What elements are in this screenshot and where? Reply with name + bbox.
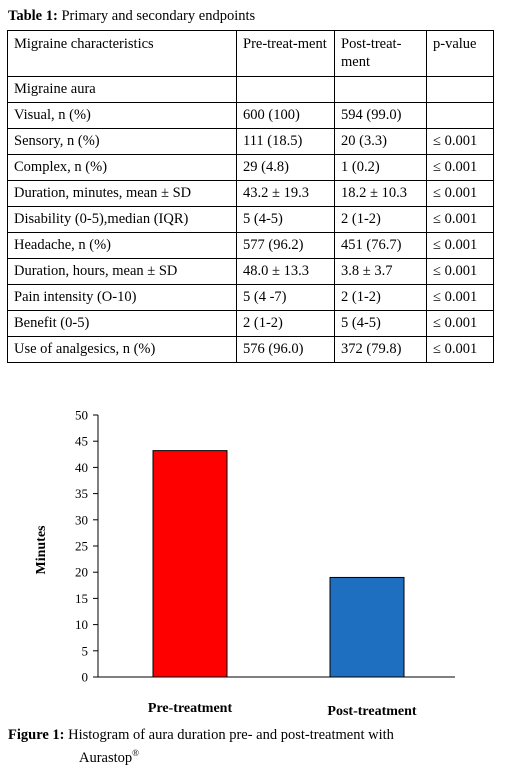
cell-p-value bbox=[426, 102, 494, 129]
bar-pre-treatment bbox=[152, 450, 228, 678]
cell-pre-treatment: 5 (4-5) bbox=[236, 206, 335, 233]
table-label: Table 1: bbox=[8, 8, 58, 24]
cell-pre-treatment: 48.0 ± 13.3 bbox=[236, 258, 335, 285]
aura-duration-chart: 0 5 10 15 20 25 30 35 40 45 50 Pre-treatment Post-t… bbox=[34, 408, 455, 719]
x-tick-label: Pre-treatment bbox=[148, 701, 233, 716]
table-row: Complex, n (%) 29 (4.8) 1 (0.2) ≤ 0.001 bbox=[7, 154, 494, 181]
cell-pre-treatment: 111 (18.5) bbox=[236, 128, 335, 155]
bars bbox=[152, 450, 405, 678]
table-caption: Table 1: Primary and secondary endpoints bbox=[8, 7, 255, 25]
table-row: Duration, hours, mean ± SD 48.0 ± 13.3 3.8… bbox=[7, 258, 494, 285]
table-title: Primary and secondary endpoints bbox=[61, 8, 256, 24]
cell-characteristic: Use of analgesics, n (%) bbox=[7, 336, 237, 363]
cell-pre-treatment: 2 (1-2) bbox=[236, 310, 335, 337]
cell-characteristic: Headache, n (%) bbox=[7, 232, 237, 259]
cell-characteristic: Visual, n (%) bbox=[7, 102, 237, 129]
x-axis-labels: Pre-treatment Post-treatment bbox=[148, 701, 417, 719]
cell-pre-treatment bbox=[236, 76, 335, 103]
header-pre-treatment: Pre-treat-ment bbox=[236, 30, 335, 77]
bar-post-treatment bbox=[329, 576, 405, 678]
cell-p-value: ≤ 0.001 bbox=[426, 180, 494, 207]
cell-characteristic: Disability (0-5),median (IQR) bbox=[7, 206, 237, 233]
cell-post-treatment: 18.2 ± 10.3 bbox=[334, 180, 427, 207]
y-tick-label: 0 bbox=[82, 670, 89, 685]
header-characteristics: Migraine characteristics bbox=[7, 30, 237, 77]
cell-characteristic: Pain intensity (O-10) bbox=[7, 284, 237, 311]
figure-caption-line1: Histogram of aura duration pre- and post… bbox=[68, 727, 394, 743]
y-tick-label: 50 bbox=[75, 408, 88, 423]
y-tick-label: 45 bbox=[75, 434, 88, 449]
figure-caption-line2: Aurastop bbox=[79, 749, 133, 766]
cell-characteristic: Duration, minutes, mean ± SD bbox=[7, 180, 237, 207]
y-axis-label: Minutes bbox=[34, 525, 49, 575]
cell-p-value: ≤ 0.001 bbox=[426, 284, 494, 311]
cell-pre-treatment: 577 (96.2) bbox=[236, 232, 335, 259]
table-row: Headache, n (%) 577 (96.2) 451 (76.7) ≤ 0.0… bbox=[7, 232, 494, 259]
cell-p-value: ≤ 0.001 bbox=[426, 154, 494, 181]
cell-post-treatment: 594 (99.0) bbox=[334, 102, 427, 129]
y-tick-label: 35 bbox=[75, 486, 88, 501]
figure-caption: Figure 1: Histogram of aura duration pre… bbox=[8, 726, 478, 767]
cell-post-treatment: 3.8 ± 3.7 bbox=[334, 258, 427, 285]
table-row: Benefit (0-5) 2 (1-2) 5 (4-5) ≤ 0.001 bbox=[7, 310, 494, 337]
header-p-value: p-value bbox=[426, 30, 494, 77]
cell-p-value: ≤ 0.001 bbox=[426, 128, 494, 155]
cell-characteristic: Sensory, n (%) bbox=[7, 128, 237, 155]
cell-post-treatment: 20 (3.3) bbox=[334, 128, 427, 155]
cell-pre-treatment: 576 (96.0) bbox=[236, 336, 335, 363]
header-post-treatment: Post-treat-ment bbox=[334, 30, 427, 77]
y-tick-label: 30 bbox=[75, 512, 88, 527]
cell-post-treatment: 372 (79.8) bbox=[334, 336, 427, 363]
cell-pre-treatment: 5 (4 -7) bbox=[236, 284, 335, 311]
cell-characteristic: Duration, hours, mean ± SD bbox=[7, 258, 237, 285]
cell-p-value: ≤ 0.001 bbox=[426, 232, 494, 259]
cell-characteristic: Migraine aura bbox=[7, 76, 237, 103]
y-tick-label: 15 bbox=[75, 591, 88, 606]
x-tick-label: Post-treatment bbox=[327, 704, 416, 719]
table-row: Duration, minutes, mean ± SD 43.2 ± 19.3 1… bbox=[7, 180, 494, 207]
figure-label: Figure 1: bbox=[8, 727, 65, 743]
table-row: Migraine aura bbox=[7, 76, 494, 103]
y-tick-label: 25 bbox=[75, 539, 88, 554]
y-tick-label: 10 bbox=[75, 617, 88, 632]
table-header-row: Migraine characteristics Pre-treat-ment … bbox=[7, 30, 494, 77]
cell-p-value: ≤ 0.001 bbox=[426, 310, 494, 337]
cell-post-treatment: 5 (4-5) bbox=[334, 310, 427, 337]
cell-post-treatment: 2 (1-2) bbox=[334, 284, 427, 311]
cell-p-value: ≤ 0.001 bbox=[426, 206, 494, 233]
cell-p-value: ≤ 0.001 bbox=[426, 258, 494, 285]
y-tick-label: 5 bbox=[82, 643, 89, 658]
table-row: Visual, n (%) 600 (100) 594 (99.0) bbox=[7, 102, 494, 129]
table-row: Sensory, n (%) 111 (18.5) 20 (3.3) ≤ 0.001 bbox=[7, 128, 494, 155]
registered-mark: ® bbox=[132, 748, 140, 758]
cell-pre-treatment: 29 (4.8) bbox=[236, 154, 335, 181]
cell-post-treatment: 1 (0.2) bbox=[334, 154, 427, 181]
cell-post-treatment: 2 (1-2) bbox=[334, 206, 427, 233]
cell-pre-treatment: 600 (100) bbox=[236, 102, 335, 129]
cell-pre-treatment: 43.2 ± 19.3 bbox=[236, 180, 335, 207]
table-row: Disability (0-5),median (IQR) 5 (4-5) 2 (1… bbox=[7, 206, 494, 233]
cell-p-value: ≤ 0.001 bbox=[426, 336, 494, 363]
table-row: Pain intensity (O-10) 5 (4 -7) 2 (1-2) ≤ 0.… bbox=[7, 284, 494, 311]
cell-post-treatment bbox=[334, 76, 427, 103]
cell-characteristic: Complex, n (%) bbox=[7, 154, 237, 181]
endpoints-table: Migraine characteristics Pre-treat-ment … bbox=[7, 30, 494, 363]
y-tick-label: 20 bbox=[75, 565, 88, 580]
cell-p-value bbox=[426, 76, 494, 103]
y-tick-label: 40 bbox=[75, 460, 88, 475]
cell-post-treatment: 451 (76.7) bbox=[334, 232, 427, 259]
table-row: Use of analgesics, n (%) 576 (96.0) 372 (7… bbox=[7, 336, 494, 363]
cell-characteristic: Benefit (0-5) bbox=[7, 310, 237, 337]
